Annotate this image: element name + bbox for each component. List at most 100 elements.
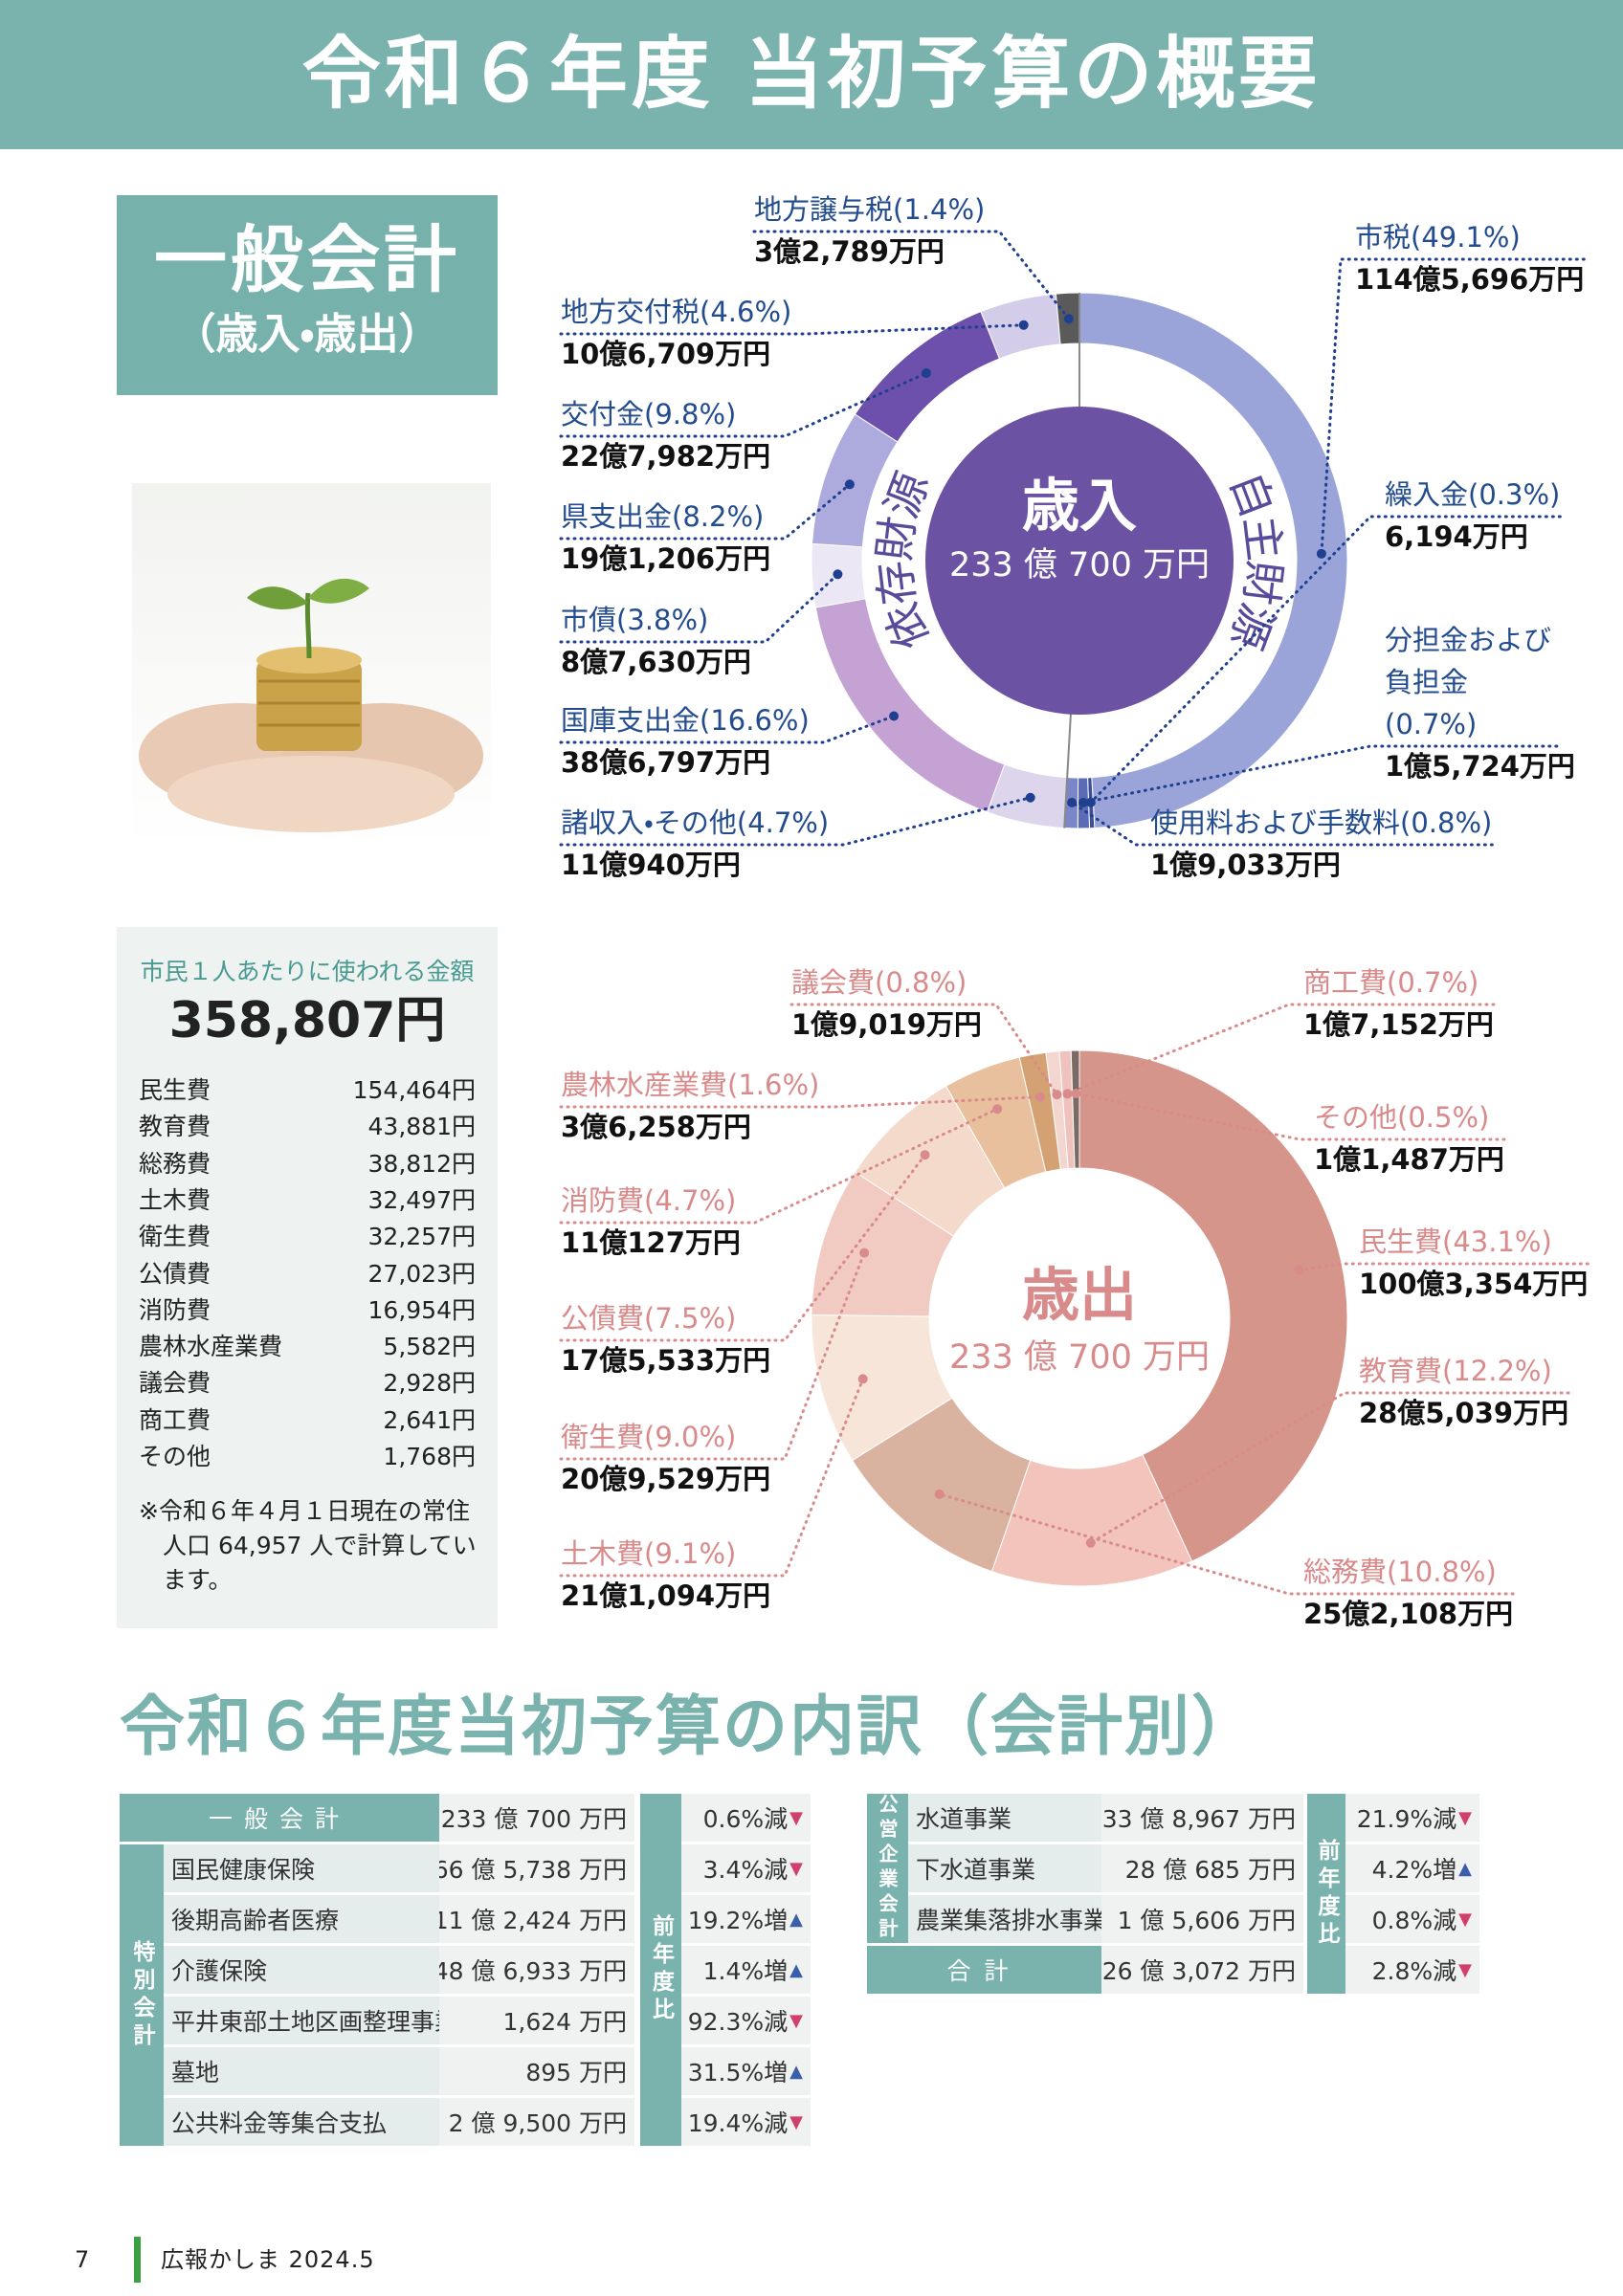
section-subtitle: （歳入・歳出） xyxy=(173,310,441,359)
slice-label: 県支出金(8.2%) 19億1,206万円 xyxy=(561,496,770,580)
publication: 広報かしま 2024.5 xyxy=(161,2246,375,2273)
category-name: 分担金および負担金 xyxy=(1385,624,1552,698)
amount-label: 22億7,982万円 xyxy=(561,440,771,473)
amount-cell: 2 億 9,500 万円 xyxy=(439,2098,634,2146)
leader-line xyxy=(1320,257,1586,556)
pie-slice xyxy=(1070,1049,1080,1169)
label-line: 市債(3.8%) xyxy=(561,599,751,641)
per-capita-row: 民生費 154,464円 xyxy=(139,1072,476,1109)
category-name: 教育費 xyxy=(1359,1355,1443,1387)
per-capita-row: 総務費 38,812円 xyxy=(139,1146,476,1182)
amount-cell: 1 億 5,606 万円 xyxy=(1101,1895,1303,1943)
percent-label: (4.7%) xyxy=(736,806,830,839)
leader-line xyxy=(559,1377,865,1578)
row-amount: 5,582円 xyxy=(383,1333,476,1361)
leader-line xyxy=(789,1003,1058,1096)
change-cell: 3.4%減 ▼ xyxy=(681,1844,811,1892)
row-name: 民生費 xyxy=(139,1076,211,1104)
total-cell: 合計 xyxy=(867,1946,1101,1994)
slice-label: 国庫支出金(16.6%) 38億6,797万円 xyxy=(561,699,810,784)
per-capita-note: ※令和６年４月１日現在の常住人口 64,957 人で計算しています。 xyxy=(139,1497,477,1594)
leader-dot xyxy=(920,1150,930,1160)
expenditure-title: 歳出 xyxy=(1022,1263,1137,1330)
label-line: 商工費(0.7%) xyxy=(1303,961,1494,1004)
change-cell: 0.8%減 ▼ xyxy=(1345,1895,1479,1943)
label-line: 公債費(7.5%) xyxy=(561,1297,770,1339)
row-name: 教育費 xyxy=(139,1113,211,1141)
name-cell: 水道事業 xyxy=(908,1794,1101,1842)
amount-label: 28億5,039万円 xyxy=(1359,1397,1569,1429)
slice-label: 教育費(12.2%) 28億5,039万円 xyxy=(1359,1350,1568,1434)
label-line: その他(0.5%) xyxy=(1314,1096,1504,1138)
slice-label: その他(0.5%) 1億1,487万円 xyxy=(1314,1096,1504,1181)
leader-dot xyxy=(934,1489,945,1499)
percent-label: (3.8%) xyxy=(616,604,709,636)
amount-label: 1億7,152万円 xyxy=(1303,1008,1494,1041)
leader-dot xyxy=(1316,548,1326,559)
leader-dot xyxy=(1078,797,1088,807)
name-cell: 墓地 xyxy=(164,2047,439,2095)
amount-label: 1億5,724万円 xyxy=(1385,750,1575,783)
amount-cell: 33 億 8,967 万円 xyxy=(1101,1794,1303,1842)
percent-label: (0.7%) xyxy=(1385,708,1478,740)
amount-label: 1億9,019万円 xyxy=(791,1008,982,1041)
row-amount: 2,928円 xyxy=(383,1369,476,1398)
change-text: 31.5%増 xyxy=(687,2059,789,2086)
amount-cell: 1,624 万円 xyxy=(439,1997,634,2044)
category-name: 諸収入・その他 xyxy=(561,806,737,839)
change-cell: 19.4%減 ▼ xyxy=(681,2098,811,2146)
label-line: 交付金(9.8%) xyxy=(561,393,770,435)
change-text: 4.2%増 xyxy=(1371,1856,1457,1884)
change-text: 21.9%減 xyxy=(1356,1805,1457,1833)
amount-label: 8億7,630万円 xyxy=(561,646,751,678)
change-cell: 31.5%増 ▲ xyxy=(681,2047,811,2095)
row-amount: 43,881円 xyxy=(367,1113,476,1141)
slice-label: 市税(49.1%) 114億5,696万円 xyxy=(1355,216,1584,300)
label-line: 市税(49.1%) xyxy=(1355,216,1584,258)
change-text: 19.2%増 xyxy=(687,1907,789,1934)
slice-label: 使用料および手数料(0.8%) 1億9,033万円 xyxy=(1150,802,1492,886)
change-arrow: ▼ xyxy=(789,2010,803,2031)
row-amount: 27,023円 xyxy=(367,1259,476,1288)
row-amount: 32,497円 xyxy=(367,1185,476,1214)
slice-label: 商工費(0.7%) 1億7,152万円 xyxy=(1303,961,1494,1046)
percent-label: (0.3%) xyxy=(1468,478,1561,511)
amount-label: 1億1,487万円 xyxy=(1314,1143,1504,1176)
label-line: 分担金および負担金 (0.7%) xyxy=(1385,619,1557,745)
leader-line xyxy=(559,1251,866,1461)
change-arrow: ▲ xyxy=(789,2061,803,2082)
per-capita-row: 議会費 2,928円 xyxy=(139,1365,476,1402)
percent-label: (7.5%) xyxy=(644,1302,737,1335)
name-cell: 後期高齢者医療 xyxy=(164,1895,439,1943)
leader-line xyxy=(938,1492,1515,1596)
percent-label: (10.8%) xyxy=(1387,1556,1497,1588)
label-line: 繰入金(0.3%) xyxy=(1385,474,1560,516)
slice-label: 交付金(9.8%) 22億7,982万円 xyxy=(561,393,770,477)
slice-label: 議会費(0.8%) 1億9,019万円 xyxy=(791,961,982,1046)
change-text: 0.6%減 xyxy=(702,1805,789,1833)
name-cell: 平井東部土地区画整理事業 xyxy=(164,1997,439,2044)
expenditure-total: 233 億 700 万円 xyxy=(949,1338,1210,1377)
label-line: 国庫支出金(16.6%) xyxy=(561,699,810,741)
percent-label: (8.2%) xyxy=(672,500,765,533)
change-cell: 4.2%増 ▲ xyxy=(1345,1844,1479,1892)
category-name: 市債 xyxy=(561,604,617,636)
leader-dot xyxy=(1034,1092,1045,1102)
leader-line xyxy=(1070,801,1494,847)
slice-label: 分担金および負担金 (0.7%) 1億5,724万円 xyxy=(1385,619,1575,787)
leader-line xyxy=(559,371,928,438)
slice-label: 地方交付税(4.6%) 10億6,709万円 xyxy=(561,291,791,375)
side-label: 公営企業会計 xyxy=(867,1794,908,1943)
category-name: 市税 xyxy=(1355,221,1412,254)
amount-label: 100億3,354万円 xyxy=(1359,1268,1589,1300)
change-arrow: ▼ xyxy=(1458,1909,1472,1930)
leader-line xyxy=(1074,1092,1506,1141)
breakdown-title: 令和６年度当初予算の内訳（会計別） xyxy=(120,1689,1259,1765)
category-name: 県支出金 xyxy=(561,500,673,533)
per-capita-row: 消防費 16,954円 xyxy=(139,1292,476,1329)
change-cell: 92.3%減 ▼ xyxy=(681,1997,811,2044)
change-text: 0.8%減 xyxy=(1371,1907,1457,1934)
change-text: 2.8%減 xyxy=(1371,1957,1457,1985)
slice-label: 民生費(43.1%) 100億3,354万円 xyxy=(1359,1221,1588,1305)
change-arrow: ▲ xyxy=(789,1909,803,1930)
